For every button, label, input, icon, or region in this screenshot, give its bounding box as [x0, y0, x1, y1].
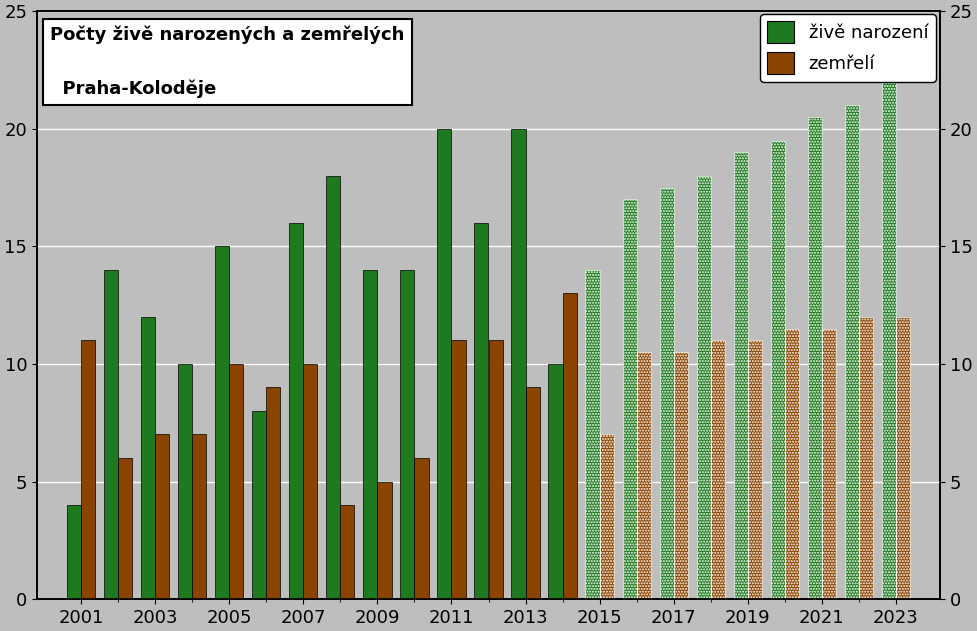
Bar: [192, 435, 206, 599]
Text: Počty živě narozených a zemřelých

  Praha-Koloděje: Počty živě narozených a zemřelých Praha-…: [51, 26, 404, 98]
Bar: [785, 329, 799, 599]
Bar: [881, 82, 896, 599]
Bar: [710, 340, 725, 599]
Bar: [563, 293, 576, 599]
Bar: [142, 317, 155, 599]
Bar: [734, 152, 747, 599]
Bar: [622, 199, 637, 599]
Bar: [414, 458, 429, 599]
Bar: [377, 481, 392, 599]
Bar: [747, 340, 762, 599]
Bar: [785, 329, 799, 599]
Bar: [526, 387, 539, 599]
Bar: [637, 352, 651, 599]
Bar: [771, 141, 785, 599]
Bar: [363, 270, 377, 599]
Bar: [896, 317, 910, 599]
Bar: [844, 105, 859, 599]
Bar: [215, 246, 230, 599]
Bar: [438, 129, 451, 599]
Bar: [548, 364, 563, 599]
Bar: [155, 435, 169, 599]
Bar: [230, 364, 243, 599]
Bar: [511, 129, 526, 599]
Bar: [659, 187, 673, 599]
Bar: [747, 340, 762, 599]
Bar: [808, 117, 822, 599]
Bar: [585, 270, 600, 599]
Bar: [118, 458, 133, 599]
Bar: [252, 411, 267, 599]
Bar: [822, 329, 835, 599]
Bar: [697, 176, 710, 599]
Bar: [771, 141, 785, 599]
Bar: [808, 117, 822, 599]
Bar: [81, 340, 96, 599]
Bar: [622, 199, 637, 599]
Bar: [673, 352, 688, 599]
Bar: [475, 223, 488, 599]
Bar: [710, 340, 725, 599]
Bar: [178, 364, 192, 599]
Bar: [896, 317, 910, 599]
Bar: [734, 152, 747, 599]
Bar: [340, 505, 355, 599]
Bar: [105, 270, 118, 599]
Bar: [451, 340, 466, 599]
Bar: [659, 187, 673, 599]
Bar: [637, 352, 651, 599]
Bar: [67, 505, 81, 599]
Bar: [844, 105, 859, 599]
Bar: [673, 352, 688, 599]
Bar: [881, 82, 896, 599]
Bar: [401, 270, 414, 599]
Bar: [289, 223, 304, 599]
Legend: živě narození, zemřelí: živě narození, zemřelí: [760, 14, 936, 81]
Bar: [585, 270, 600, 599]
Bar: [859, 317, 872, 599]
Bar: [304, 364, 318, 599]
Bar: [267, 387, 280, 599]
Bar: [600, 435, 614, 599]
Bar: [822, 329, 835, 599]
Bar: [326, 176, 340, 599]
Bar: [600, 435, 614, 599]
Bar: [859, 317, 872, 599]
Bar: [697, 176, 710, 599]
Bar: [488, 340, 502, 599]
